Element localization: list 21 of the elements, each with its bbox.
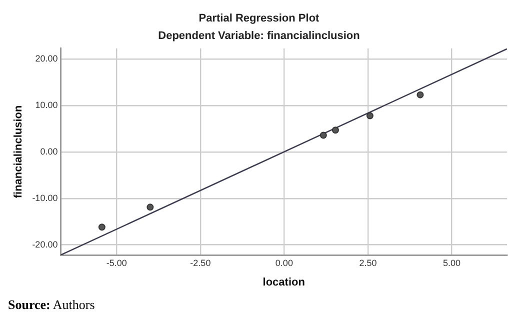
point — [416, 91, 424, 98]
x-tick-label: 5.00 — [442, 258, 460, 268]
x-tick-label: -2.50 — [190, 258, 211, 268]
y-tick-label: 10.00 — [35, 100, 58, 110]
source-note: Source: Authors — [8, 297, 95, 312]
point — [366, 112, 374, 120]
point — [320, 132, 327, 139]
x-tick-label: -5.00 — [106, 258, 127, 268]
point — [98, 224, 106, 231]
y-tick-label: -10.00 — [32, 192, 58, 203]
point — [146, 204, 154, 211]
x-tick-label: 0.00 — [275, 258, 293, 268]
x-axis-title: location — [262, 276, 306, 288]
y-tick-label: 20.00 — [35, 54, 58, 64]
x-tick-label: 2.50 — [359, 258, 377, 268]
chart-title: Partial Regression Plot — [198, 12, 320, 25]
y-axis-title: financialinclusion — [12, 104, 25, 198]
y-tick-label: 0.00 — [40, 146, 58, 156]
point — [332, 126, 339, 134]
y-tick-label: -20.00 — [32, 239, 58, 250]
chart-subtitle: Dependent Variable: financialinclusion — [158, 30, 360, 42]
